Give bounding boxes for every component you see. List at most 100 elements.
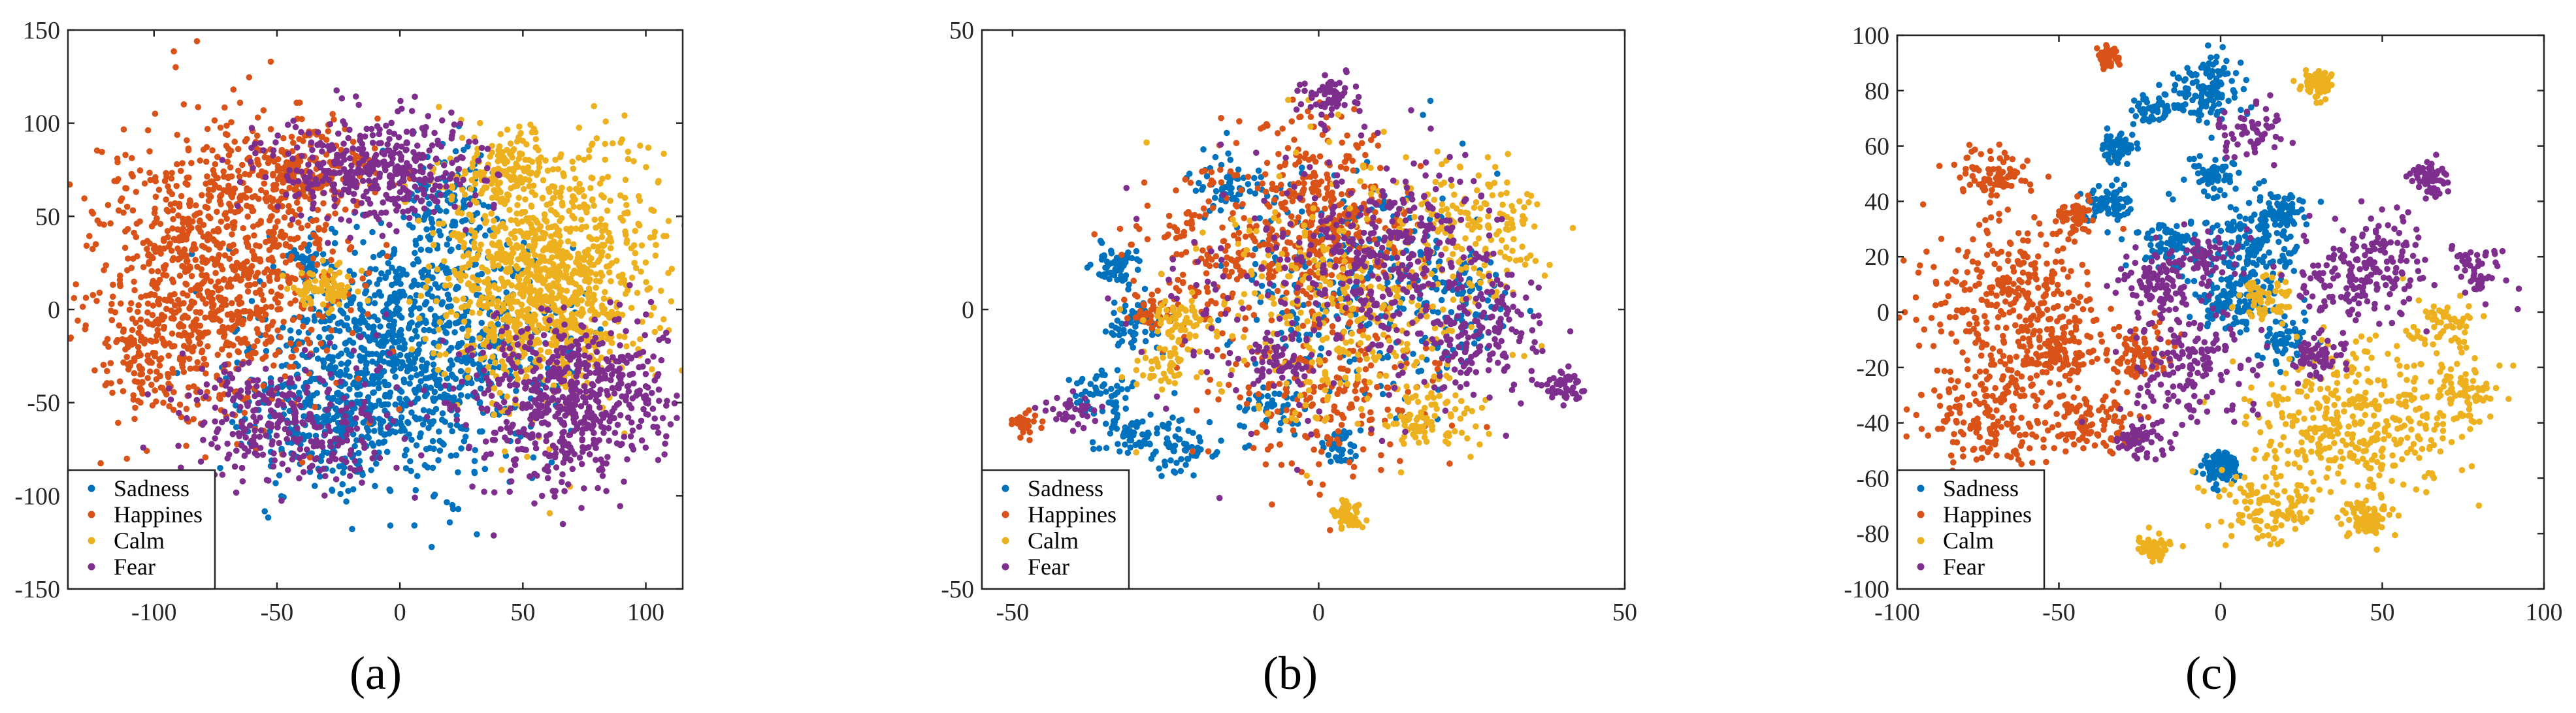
data-point: [350, 145, 357, 151]
data-point: [599, 272, 606, 279]
data-point: [542, 466, 548, 473]
data-point: [636, 197, 644, 204]
data-point: [586, 234, 593, 241]
data-point: [242, 138, 249, 145]
data-point: [561, 321, 568, 328]
data-point: [292, 123, 299, 131]
data-point: [574, 341, 581, 348]
data-point: [285, 150, 292, 157]
data-point: [416, 341, 423, 348]
data-point: [284, 285, 291, 293]
data-point: [170, 215, 176, 223]
data-point: [664, 398, 670, 404]
data-point: [497, 131, 504, 138]
data-point: [578, 322, 585, 329]
data-point: [195, 292, 203, 299]
data-point: [344, 273, 351, 280]
data-point: [536, 356, 543, 364]
data-point: [579, 394, 587, 400]
data-point: [277, 334, 284, 341]
data-point: [659, 415, 666, 422]
data-point: [485, 248, 492, 255]
data-point: [268, 288, 275, 295]
data-point: [215, 287, 222, 294]
data-point: [540, 247, 547, 254]
data-point: [321, 449, 327, 456]
data-point: [372, 402, 379, 409]
data-point: [603, 388, 610, 394]
data-point: [668, 298, 675, 305]
data-point: [637, 142, 644, 149]
data-point: [349, 330, 356, 336]
data-point: [124, 226, 131, 232]
data-point: [648, 390, 655, 396]
data-point: [236, 173, 243, 180]
data-point: [131, 287, 138, 294]
data-point: [263, 347, 270, 355]
data-point: [115, 176, 122, 183]
data-point: [427, 247, 433, 254]
data-point: [586, 147, 593, 153]
data-point: [303, 288, 310, 295]
data-point: [605, 358, 611, 365]
data-point: [163, 170, 169, 176]
data-point: [439, 410, 446, 417]
data-point: [238, 264, 244, 272]
data-point: [244, 394, 251, 401]
data-point: [68, 334, 74, 341]
data-point: [537, 393, 544, 400]
data-point: [581, 383, 588, 390]
data-point: [439, 338, 446, 344]
data-point: [118, 195, 125, 202]
data-point: [370, 442, 377, 449]
data-point: [190, 416, 197, 422]
data-point: [489, 353, 496, 360]
data-point: [299, 270, 305, 277]
data-point: [363, 125, 370, 133]
data-point: [309, 146, 316, 153]
data-point: [376, 276, 383, 283]
data-point: [383, 122, 389, 129]
data-point: [426, 326, 432, 334]
data-point: [144, 300, 152, 307]
data-point: [203, 370, 209, 377]
data-point: [627, 433, 634, 440]
data-point: [430, 361, 437, 368]
data-point: [423, 284, 429, 291]
data-point: [628, 419, 635, 426]
data-point: [535, 147, 542, 153]
data-point: [542, 257, 548, 264]
data-point: [185, 228, 192, 234]
data-point: [576, 180, 583, 187]
data-point: [190, 244, 197, 251]
data-point: [148, 253, 155, 261]
data-point: [604, 174, 611, 180]
data-point: [466, 138, 472, 145]
data-point: [144, 375, 151, 381]
data-point: [449, 133, 455, 139]
data-point: [453, 312, 460, 319]
data-point: [427, 306, 434, 313]
data-point: [569, 466, 576, 473]
data-point: [606, 269, 613, 276]
data-point: [403, 447, 410, 453]
data-point: [241, 270, 248, 276]
data-point: [469, 309, 476, 316]
data-point: [157, 250, 164, 257]
data-point: [310, 231, 317, 238]
data-point: [483, 178, 490, 184]
data-point: [334, 427, 340, 434]
data-point: [525, 401, 532, 407]
data-point: [471, 458, 478, 464]
data-point: [286, 184, 293, 191]
data-point: [137, 385, 143, 391]
data-point: [369, 139, 376, 146]
data-point: [90, 246, 96, 253]
data-point: [559, 471, 566, 478]
data-point: [511, 183, 518, 190]
data-point: [571, 316, 578, 323]
data-point: [212, 259, 219, 265]
data-point: [436, 428, 442, 435]
data-point: [451, 121, 458, 128]
data-point: [244, 202, 250, 210]
